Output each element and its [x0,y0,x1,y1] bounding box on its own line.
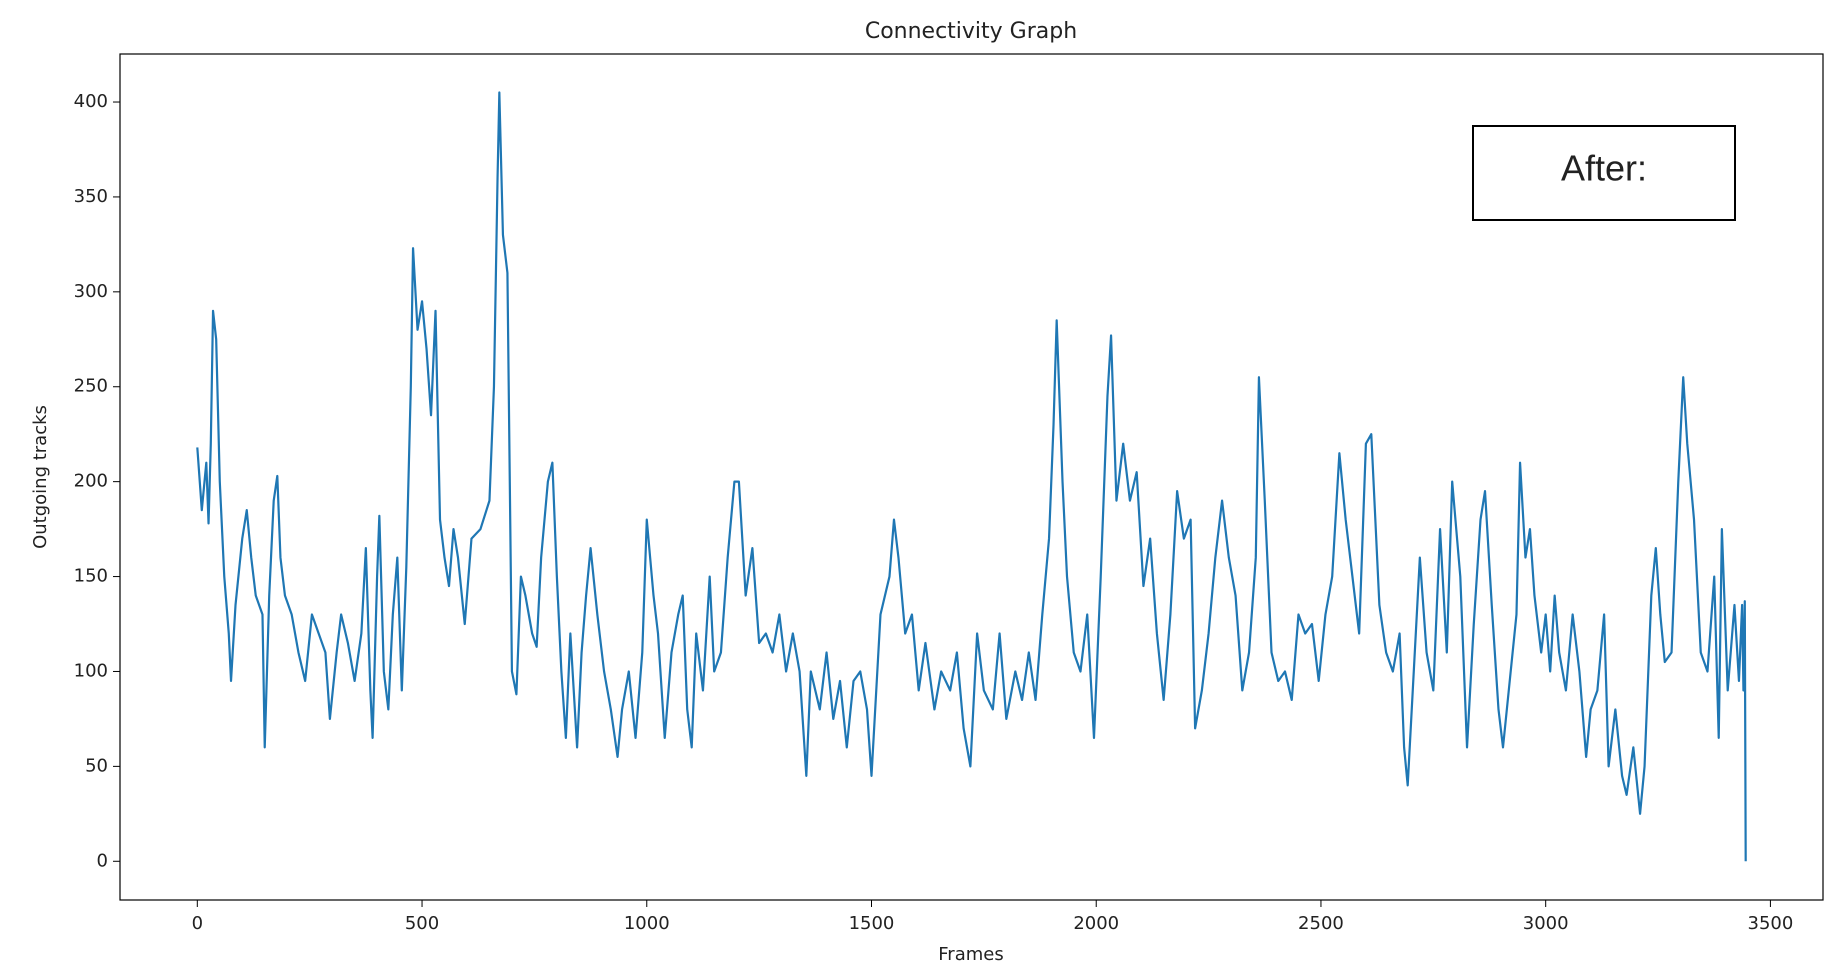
y-tick-label: 0 [97,850,108,871]
plot-frame [119,53,1824,901]
x-tick-label: 1000 [624,913,670,934]
y-tick-label: 300 [74,281,108,302]
x-tick-label: 1500 [849,913,895,934]
x-tick-label: 3500 [1748,913,1794,934]
x-tick-label: 2500 [1298,913,1344,934]
x-axis-label: Frames [938,944,1003,965]
x-tick-label: 500 [405,913,439,934]
chart-title: Connectivity Graph [865,19,1077,44]
x-tick-label: 0 [192,913,203,934]
y-tick-label: 200 [74,471,108,492]
y-tick-label: 350 [74,186,108,207]
x-tick-label: 3000 [1523,913,1569,934]
y-tick-label: 150 [74,566,108,587]
y-tick-label: 50 [85,755,108,776]
y-tick-label: 100 [74,660,108,681]
x-tick-label: 2000 [1073,913,1119,934]
y-tick-label: 250 [74,376,108,397]
annotation-box [1472,125,1736,221]
annotation: After: [1561,148,1647,189]
data-line [196,91,1747,862]
y-tick-label: 400 [74,91,108,112]
y-axis-label: Outgoing tracks [30,405,51,549]
